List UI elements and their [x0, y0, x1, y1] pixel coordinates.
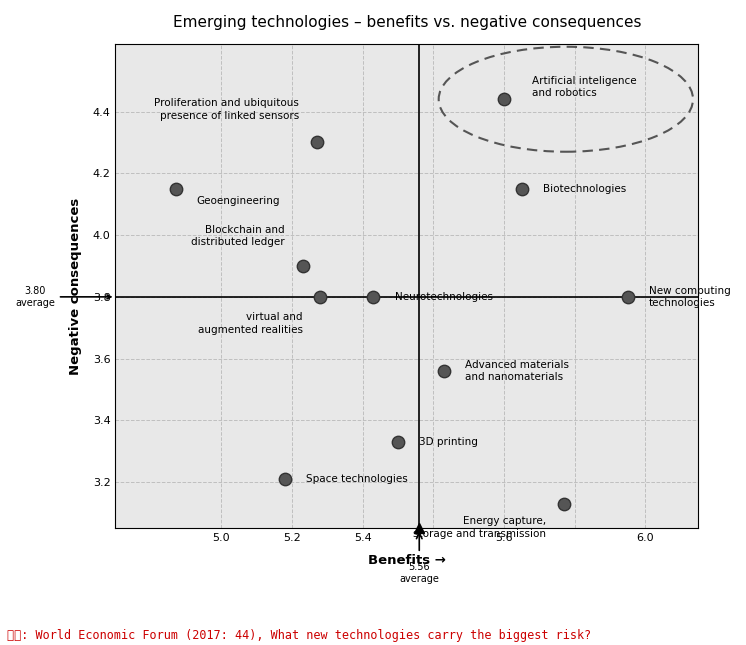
Point [498, 94, 510, 104]
Text: 3D printing: 3D printing [419, 437, 478, 447]
Point [438, 366, 450, 376]
Point [392, 437, 404, 447]
Text: 3.80
average: 3.80 average [15, 286, 111, 308]
Title: Emerging technologies – benefits vs. negative consequences: Emerging technologies – benefits vs. neg… [172, 15, 641, 30]
Text: Neurotechnologies: Neurotechnologies [395, 292, 492, 302]
X-axis label: Benefits →: Benefits → [368, 555, 446, 568]
Text: virtual and
augmented realities: virtual and augmented realities [198, 312, 303, 335]
Text: New computing
technologies: New computing technologies [649, 286, 730, 308]
Text: 출처: World Economic Forum (2017: 44), What new technologies carry the biggest ris: 출처: World Economic Forum (2017: 44), Wha… [7, 629, 592, 642]
Point [169, 184, 181, 194]
Point [367, 292, 379, 302]
Point [314, 292, 326, 302]
Point [297, 261, 309, 271]
Text: Blockchain and
distributed ledger: Blockchain and distributed ledger [192, 225, 285, 248]
Text: Geoengineering: Geoengineering [197, 196, 280, 206]
Text: Energy capture,
storage and transmission: Energy capture, storage and transmission [413, 516, 546, 539]
Point [621, 292, 633, 302]
Text: Space technologies: Space technologies [306, 474, 408, 484]
Y-axis label: Negative consequences: Negative consequences [69, 197, 81, 375]
Point [515, 184, 527, 194]
Text: Advanced materials
and nanomaterials: Advanced materials and nanomaterials [466, 360, 569, 382]
Text: Biotechnologies: Biotechnologies [543, 184, 626, 194]
Text: Artificial inteligence
and robotics: Artificial inteligence and robotics [533, 75, 637, 98]
Text: 5.56
average: 5.56 average [399, 562, 439, 584]
Point [311, 137, 323, 148]
Text: Proliferation and ubiquitous
presence of linked sensors: Proliferation and ubiquitous presence of… [154, 99, 299, 121]
Point [279, 474, 291, 484]
Point [558, 499, 570, 509]
